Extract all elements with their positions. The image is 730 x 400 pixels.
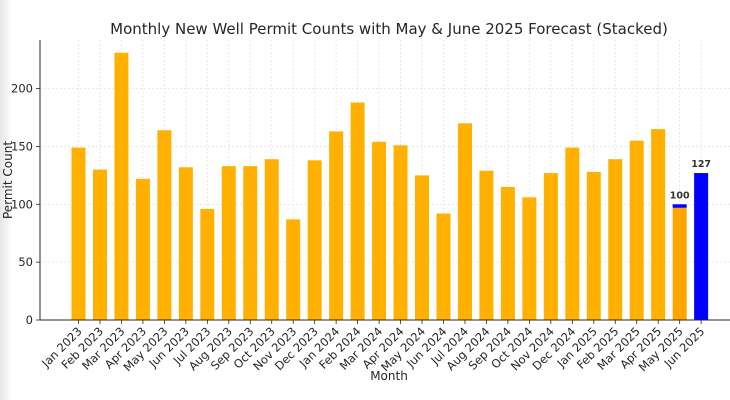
bar: [672, 207, 687, 320]
bar: [393, 145, 408, 320]
bar: [329, 131, 344, 320]
bar: [71, 147, 86, 320]
data-labels: 100 127: [670, 159, 711, 201]
bar: [372, 141, 387, 320]
bar: [200, 208, 215, 320]
bar: [350, 102, 365, 320]
y-tick-label: 100: [11, 197, 33, 211]
bar: [457, 123, 472, 320]
y-tick-label: 50: [18, 255, 33, 269]
bar: [522, 197, 537, 320]
bar: [694, 173, 709, 320]
bar: [565, 147, 580, 320]
bar: [264, 159, 279, 320]
left-edge-shadow: [0, 0, 12, 400]
chart-title: Monthly New Well Permit Counts with May …: [110, 20, 668, 38]
bar: [586, 171, 601, 320]
bar: [286, 219, 301, 320]
bar: [543, 173, 558, 320]
y-axis-label: Permit Count: [1, 141, 15, 219]
bar: [415, 175, 430, 320]
bar: [500, 186, 515, 320]
y-tick-label: 150: [11, 139, 33, 153]
y-tick-label: 200: [11, 82, 33, 96]
bar: [479, 170, 494, 320]
bar: [629, 140, 644, 320]
bar: [114, 52, 129, 321]
axes: [36, 40, 730, 324]
bar: [307, 160, 322, 320]
data-label: 100: [670, 190, 690, 201]
bar: [157, 130, 172, 320]
y-tick-label: 0: [26, 313, 33, 327]
x-axis-label: Month: [370, 369, 408, 383]
bar: [672, 204, 687, 208]
bar: [436, 213, 451, 320]
bar: [608, 159, 623, 320]
data-label: 127: [691, 159, 711, 170]
bar: [651, 129, 666, 320]
bar: [221, 166, 236, 320]
bar: [243, 166, 258, 320]
bars: [71, 52, 709, 321]
bar: [92, 169, 107, 320]
bar: [178, 167, 193, 320]
bar: [135, 178, 150, 320]
